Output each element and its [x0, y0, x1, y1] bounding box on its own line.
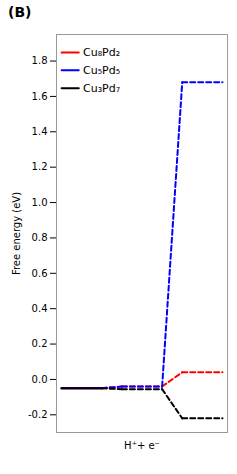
svg-text:0.0: 0.0	[32, 374, 48, 385]
svg-text:-0.2: -0.2	[28, 409, 48, 420]
svg-text:0.2: 0.2	[32, 338, 48, 349]
svg-text:0.6: 0.6	[32, 268, 48, 279]
svg-text:1.2: 1.2	[32, 161, 48, 172]
svg-text:1.6: 1.6	[32, 91, 48, 102]
html-text:(B): (B)	[8, 4, 32, 20]
svg-text:H⁺+ e⁻: H⁺+ e⁻	[124, 440, 160, 451]
svg-text:Free energy (eV): Free energy (eV)	[11, 192, 22, 275]
svg-text:0.8: 0.8	[32, 232, 48, 243]
svg-text:Cu₅Pd₅: Cu₅Pd₅	[83, 64, 120, 77]
svg-text:Cu₈Pd₂: Cu₈Pd₂	[83, 46, 120, 59]
svg-text:Cu₃Pd₇: Cu₃Pd₇	[83, 82, 120, 95]
svg-text:1.4: 1.4	[32, 126, 48, 137]
svg-text:1.8: 1.8	[32, 55, 48, 66]
svg-text:0.4: 0.4	[32, 303, 48, 314]
svg-text:1.0: 1.0	[32, 197, 48, 208]
